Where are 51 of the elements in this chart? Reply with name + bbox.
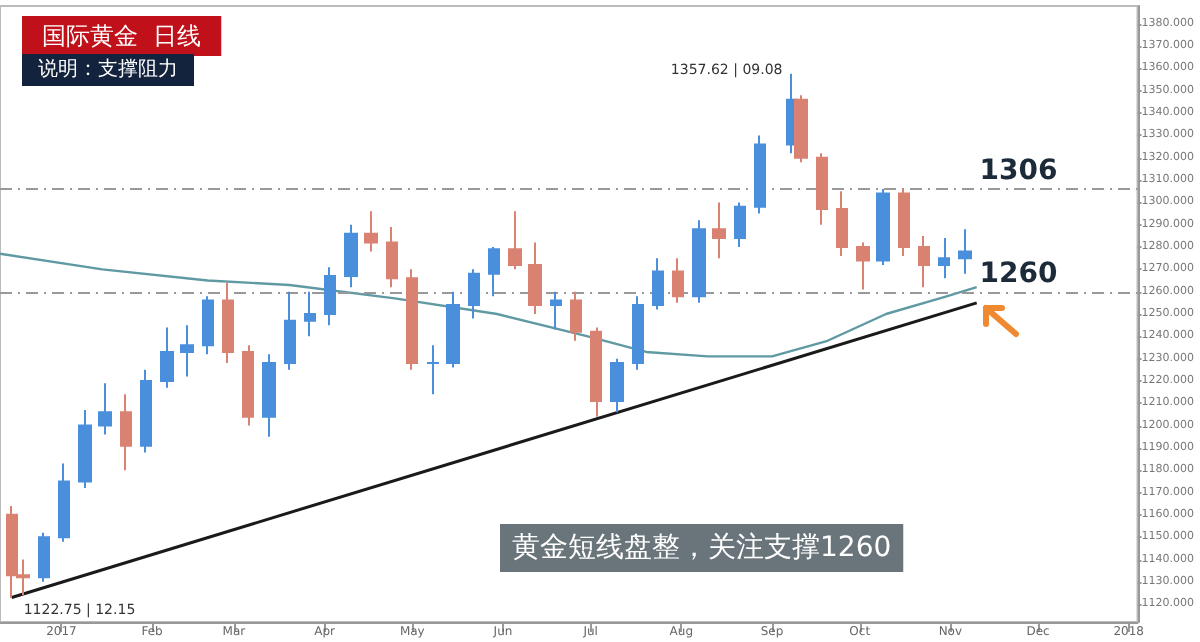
candlestick	[570, 290, 582, 342]
candlestick	[202, 295, 214, 356]
candlestick	[324, 266, 336, 327]
candlestick	[58, 462, 70, 543]
candlestick	[856, 241, 870, 291]
candlestick	[38, 531, 50, 583]
candlestick	[672, 257, 684, 304]
text: 国际黄金 日线	[42, 22, 202, 50]
candlestick	[468, 268, 480, 320]
candlestick	[508, 210, 522, 271]
candlestick	[426, 344, 440, 396]
candlestick	[446, 290, 460, 369]
candlestick	[160, 326, 174, 389]
candlestick	[120, 393, 132, 472]
candlestick	[692, 219, 706, 304]
candlestick	[304, 290, 316, 338]
text: 说明：支撑阻力	[38, 57, 178, 81]
candlestick	[406, 268, 418, 371]
candlestick	[794, 94, 808, 164]
candlestick	[652, 257, 664, 311]
candlestick	[78, 408, 92, 490]
annotation: 黄金短线盘整，关注支撑1260	[512, 532, 892, 564]
ref-line-label: 1306	[979, 155, 1058, 188]
line-series	[0, 252, 978, 358]
candlestick	[550, 290, 562, 331]
candlestick	[262, 353, 276, 438]
candlestick	[180, 324, 194, 378]
candlestick	[938, 237, 950, 280]
candlestick	[488, 246, 500, 298]
candlestick	[344, 223, 358, 289]
candlestick	[816, 152, 828, 226]
candlestick	[242, 344, 254, 427]
candlestick	[898, 188, 910, 257]
candlestick	[386, 225, 398, 289]
candlestick	[958, 228, 972, 275]
candlestick	[734, 201, 746, 249]
candlestick	[876, 188, 890, 266]
candlestick	[222, 281, 234, 365]
candlestick	[140, 368, 152, 454]
candlestick	[610, 357, 624, 414]
candlestick	[364, 210, 378, 253]
candlestick	[284, 290, 296, 371]
candlestick	[836, 190, 848, 257]
ref-line-label: 1260	[979, 257, 1059, 290]
candlestick	[528, 241, 542, 315]
candlestick	[754, 134, 766, 215]
candlestick	[590, 326, 602, 418]
candlestick	[632, 295, 644, 371]
candlestick	[918, 234, 930, 289]
candlestick	[712, 201, 726, 260]
candlestick	[98, 382, 112, 436]
